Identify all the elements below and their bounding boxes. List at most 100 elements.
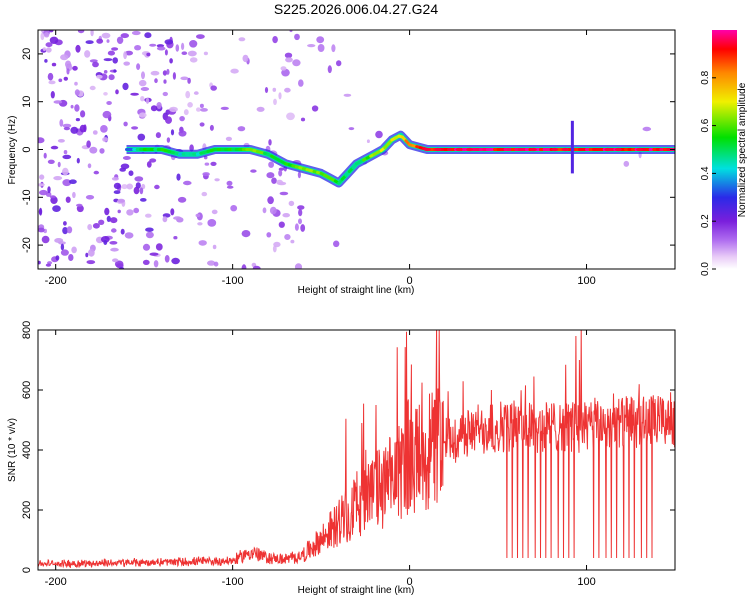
noise-blob xyxy=(49,36,59,44)
noise-blob xyxy=(203,51,208,56)
ridge-peak xyxy=(529,147,537,152)
noise-blob xyxy=(47,159,55,164)
noise-blob xyxy=(294,263,303,269)
snr-y-tick-label: 0 xyxy=(21,567,33,573)
noise-blob xyxy=(72,191,76,199)
spectrogram-y-ticks: -20 -10 0 10 20 xyxy=(21,48,675,253)
ridge-core xyxy=(126,132,675,186)
noise-blob xyxy=(199,122,205,127)
noise-blob xyxy=(49,195,56,199)
noise-blob xyxy=(120,33,129,39)
noise-blob xyxy=(162,70,167,76)
noise-blob xyxy=(166,68,170,75)
noise-blob xyxy=(62,227,68,235)
ridge-peak xyxy=(561,147,569,152)
chart-title: S225.2026.006.04.27.G24 xyxy=(274,1,438,17)
noise-blob xyxy=(113,69,117,73)
noise-blob xyxy=(38,227,45,233)
noise-blob xyxy=(74,104,80,112)
noise-blob xyxy=(41,235,50,244)
noise-blob xyxy=(298,79,304,87)
snr-y-tick-label: 600 xyxy=(21,381,33,399)
noise-blob xyxy=(196,107,201,112)
noise-blob xyxy=(76,157,80,164)
noise-blob xyxy=(172,72,176,80)
noise-blob xyxy=(130,92,139,96)
noise-blob xyxy=(63,76,68,81)
noise-blob xyxy=(47,72,54,81)
noise-blob xyxy=(99,148,105,154)
colorbar-ticks: 0.0 0.2 0.4 0.6 0.8 xyxy=(700,70,716,276)
colorbar-tick-label: 0.6 xyxy=(700,118,711,132)
noise-blob xyxy=(93,170,100,175)
noise-blob xyxy=(169,106,178,113)
noise-blob xyxy=(53,176,63,181)
noise-blob xyxy=(76,203,83,207)
snr-y-tick-label: 200 xyxy=(21,501,33,519)
noise-blob xyxy=(45,263,52,267)
ridge-halo xyxy=(126,130,675,188)
noise-blob xyxy=(115,89,119,95)
noise-blob xyxy=(89,146,98,154)
noise-blob xyxy=(642,126,652,132)
noise-blob xyxy=(189,57,198,63)
ridge-peak xyxy=(434,147,442,152)
colorbar-tick-label: 0.4 xyxy=(700,166,711,180)
noise-blob xyxy=(63,150,68,155)
noise-blob xyxy=(197,222,203,226)
noise-blob xyxy=(110,247,119,252)
noise-blob xyxy=(113,182,121,190)
noise-blob xyxy=(238,37,246,42)
noise-blob xyxy=(294,223,299,231)
noise-blob xyxy=(43,32,50,38)
noise-blob xyxy=(87,163,92,169)
noise-blob xyxy=(162,91,168,97)
spectrogram-x-axis-label: Height of straight line (km) xyxy=(298,285,415,296)
noise-blob xyxy=(150,70,160,76)
noise-blob xyxy=(269,206,277,215)
noise-blob xyxy=(267,196,274,205)
snr-y-tick-label: 400 xyxy=(21,441,33,459)
noise-blob xyxy=(164,39,174,45)
noise-blob xyxy=(103,240,108,245)
noise-blob xyxy=(39,207,43,216)
noise-blob xyxy=(163,79,167,84)
noise-blob xyxy=(290,239,295,244)
noise-blob xyxy=(48,80,56,85)
noise-blob xyxy=(134,176,144,182)
noise-blob xyxy=(126,209,134,216)
noise-blob xyxy=(79,124,86,133)
noise-blob xyxy=(59,119,64,127)
spectrogram-background-noise xyxy=(38,30,652,269)
noise-blob xyxy=(131,126,139,130)
noise-blob xyxy=(123,51,127,60)
noise-blob xyxy=(213,261,219,267)
spectrogram-y-tick-label: 10 xyxy=(21,96,33,108)
noise-blob xyxy=(189,144,194,152)
noise-blob xyxy=(154,78,158,84)
noise-blob xyxy=(92,223,100,229)
noise-blob xyxy=(43,152,47,159)
snr-x-tick-label: -100 xyxy=(222,576,244,588)
noise-blob xyxy=(250,169,257,173)
noise-blob xyxy=(57,161,61,168)
noise-blob xyxy=(276,179,283,185)
noise-blob xyxy=(60,54,69,61)
noise-blob xyxy=(145,213,152,218)
noise-blob xyxy=(38,183,45,187)
noise-blob xyxy=(100,236,110,243)
ridge-peak xyxy=(423,147,431,152)
noise-blob xyxy=(230,205,238,212)
noise-blob xyxy=(87,224,93,231)
noise-blob xyxy=(41,30,45,33)
noise-blob xyxy=(84,50,91,58)
noise-blob xyxy=(50,91,55,99)
noise-blob xyxy=(178,130,187,137)
noise-blob xyxy=(292,59,301,67)
noise-blob xyxy=(214,178,220,182)
noise-blob xyxy=(252,265,261,269)
noise-blob xyxy=(108,74,115,81)
noise-blob xyxy=(266,172,275,179)
noise-blob xyxy=(294,33,300,41)
noise-blob xyxy=(68,254,74,261)
